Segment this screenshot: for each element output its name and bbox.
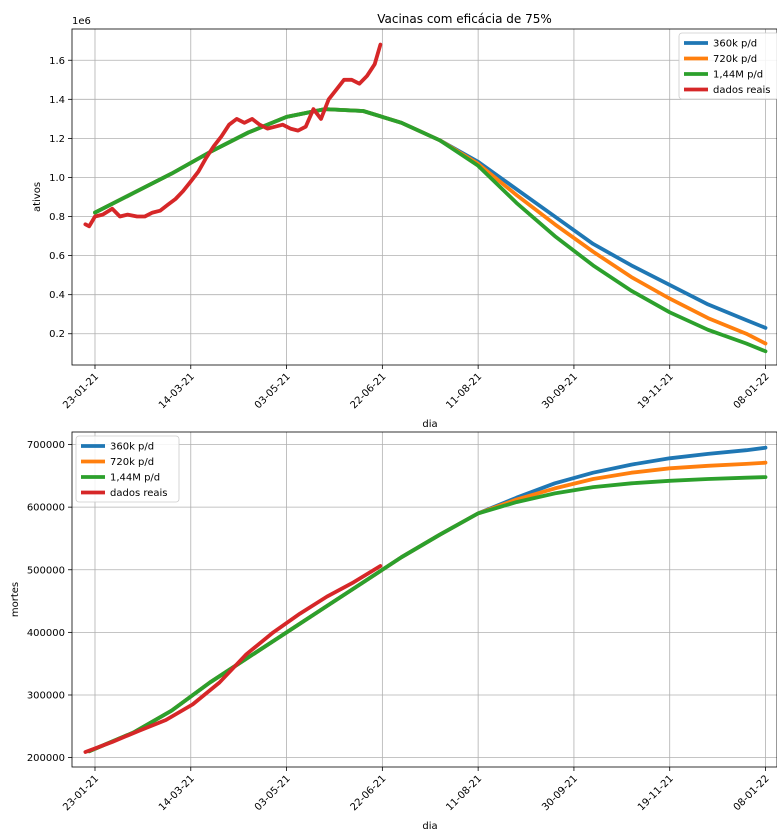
x-tick-label: 30-09-21 — [540, 371, 580, 411]
x-axis-label: dia — [422, 419, 437, 430]
legend-label-4: dados reais — [110, 488, 168, 499]
y-gridlines — [72, 59, 777, 335]
y-gridlines — [72, 444, 777, 759]
x-tick-label: 11-08-21 — [444, 773, 484, 813]
y-tick-label: 1.6 — [49, 56, 65, 67]
y-tick-label: 700000 — [27, 440, 65, 451]
x-gridlines — [94, 432, 766, 767]
x-tick-label: 22-06-21 — [349, 371, 389, 411]
y-tick-label: 1.4 — [49, 95, 65, 106]
legend-box — [75, 435, 180, 503]
legend-label-1: 360k p/d — [713, 39, 757, 50]
legend-label-3: 1,44M p/d — [713, 70, 763, 81]
x-tick-label: 08-01-22 — [732, 371, 772, 411]
x-tick-label: 03-05-21 — [253, 371, 293, 411]
legend-label-3: 1,44M p/d — [110, 473, 160, 484]
y-tick-label: 0.4 — [49, 290, 65, 301]
y-tick-label: 300000 — [27, 690, 65, 701]
x-axis-label: dia — [422, 821, 437, 829]
y-offset-label: 1e6 — [72, 16, 91, 27]
series-line-4 — [83, 564, 383, 754]
legend-label-2: 720k p/d — [110, 457, 154, 468]
x-tick-label: 23-01-21 — [61, 371, 101, 411]
y-tick-label: 200000 — [27, 753, 65, 764]
y-tick-label: 0.8 — [49, 212, 65, 223]
y-tick-label: 500000 — [27, 565, 65, 576]
y-tick-label: 400000 — [27, 628, 65, 639]
y-tick-label: 0.6 — [49, 251, 65, 262]
x-tick-label: 22-06-21 — [349, 773, 389, 813]
legend-box — [678, 32, 777, 100]
x-tick-label: 08-01-22 — [732, 773, 772, 813]
x-tick-label: 14-03-21 — [157, 773, 197, 813]
y-tick-label: 600000 — [27, 503, 65, 514]
series-line-4 — [83, 42, 383, 229]
chart-1: 23-01-21 14-03-21 03-05-21 22-06-21 11-08-21… — [32, 12, 777, 430]
chart-2: 23-01-21 14-03-21 03-05-21 22-06-21 11-08-21… — [10, 431, 777, 829]
x-tick-label: 14-03-21 — [157, 371, 197, 411]
y-tick-label: 1.0 — [49, 173, 65, 184]
plot-frame — [71, 28, 777, 366]
x-tick-label: 19-11-21 — [636, 773, 676, 813]
x-tick-label: 30-09-21 — [540, 773, 580, 813]
plot-frame — [71, 431, 777, 768]
x-gridlines — [94, 29, 766, 365]
x-tick-label: 23-01-21 — [61, 773, 101, 813]
y-tick-label: 1.2 — [49, 134, 65, 145]
series-line-3 — [93, 107, 768, 354]
legend-label-4: dados reais — [713, 85, 771, 96]
y-tick-label: 0.2 — [49, 329, 65, 340]
x-tick-label: 11-08-21 — [444, 371, 484, 411]
y-axis-label: mortes — [10, 582, 21, 617]
legend-label-1: 360k p/d — [110, 442, 154, 453]
x-tick-label: 19-11-21 — [636, 371, 676, 411]
chart-title: Vacinas com eficácia de 75% — [377, 12, 552, 26]
x-tick-label: 03-05-21 — [253, 773, 293, 813]
series-line-3 — [87, 475, 768, 754]
legend: 360k p/d 720k p/d 1,44M p/d dados reais — [678, 32, 777, 100]
legend-label-2: 720k p/d — [713, 54, 757, 65]
y-axis-label: ativos — [32, 182, 43, 212]
legend: 360k p/d 720k p/d 1,44M p/d dados reais — [75, 435, 180, 503]
